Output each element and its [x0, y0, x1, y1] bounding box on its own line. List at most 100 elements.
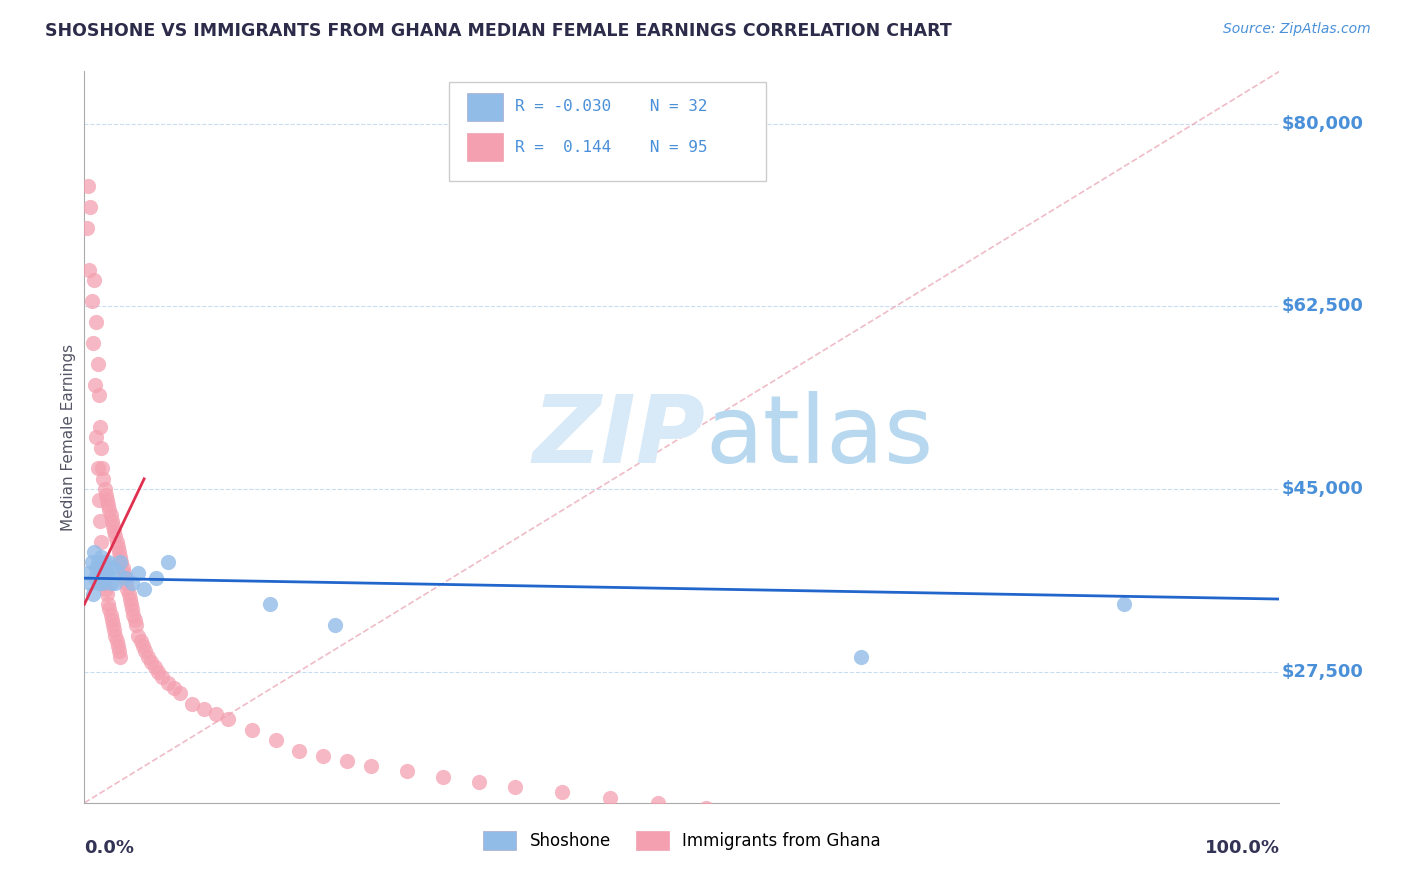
Point	[83, 545, 105, 559]
Point	[87, 492, 110, 507]
Point	[93, 556, 115, 570]
Point	[91, 576, 114, 591]
Point	[136, 649, 159, 664]
Point	[103, 524, 125, 538]
Point	[90, 441, 112, 455]
Point	[112, 566, 135, 580]
Point	[117, 587, 139, 601]
Point	[86, 315, 108, 329]
Point	[851, 649, 873, 664]
Point	[79, 576, 101, 591]
FancyBboxPatch shape	[467, 93, 503, 120]
Point	[103, 624, 125, 638]
Point	[97, 556, 120, 570]
Point	[82, 336, 104, 351]
Point	[360, 759, 382, 773]
Point	[79, 200, 101, 214]
Point	[118, 592, 141, 607]
Point	[97, 597, 120, 611]
Text: R = -0.030    N = 32: R = -0.030 N = 32	[515, 99, 707, 114]
Point	[122, 607, 145, 622]
Point	[599, 790, 621, 805]
Point	[93, 566, 115, 580]
Point	[96, 566, 118, 580]
Point	[105, 633, 128, 648]
Point	[86, 560, 108, 574]
Text: Source: ZipAtlas.com: Source: ZipAtlas.com	[1223, 22, 1371, 37]
Point	[145, 571, 167, 585]
Point	[110, 550, 132, 565]
Point	[94, 571, 117, 585]
Point	[432, 770, 454, 784]
FancyBboxPatch shape	[467, 133, 503, 161]
Point	[90, 550, 112, 565]
Point	[89, 566, 111, 580]
Legend: Shoshone, Immigrants from Ghana: Shoshone, Immigrants from Ghana	[477, 824, 887, 856]
Point	[91, 461, 114, 475]
Point	[132, 582, 156, 596]
Point	[93, 566, 115, 580]
Text: ZIP: ZIP	[533, 391, 706, 483]
Point	[169, 686, 191, 700]
Point	[84, 571, 107, 585]
Point	[336, 754, 359, 768]
Point	[396, 764, 419, 779]
Text: $80,000: $80,000	[1282, 114, 1364, 133]
Point	[134, 644, 156, 658]
Point	[83, 273, 105, 287]
Point	[96, 492, 118, 507]
Point	[93, 483, 115, 497]
Point	[114, 571, 136, 585]
Point	[98, 503, 121, 517]
Point	[98, 602, 121, 616]
Point	[105, 534, 128, 549]
Point	[87, 388, 110, 402]
Point	[157, 675, 180, 690]
Point	[84, 377, 107, 392]
Point	[97, 498, 120, 512]
Point	[104, 529, 127, 543]
Point	[110, 556, 132, 570]
Point	[766, 806, 789, 821]
Text: $27,500: $27,500	[1282, 663, 1364, 681]
Point	[77, 566, 100, 580]
Point	[259, 597, 281, 611]
Text: R =  0.144    N = 95: R = 0.144 N = 95	[515, 139, 707, 154]
Point	[87, 576, 110, 591]
Point	[107, 566, 129, 580]
Point	[101, 613, 124, 627]
Point	[86, 430, 108, 444]
Point	[91, 556, 114, 570]
Point	[93, 576, 115, 591]
Point	[101, 618, 124, 632]
Point	[121, 602, 143, 616]
Text: 0.0%: 0.0%	[84, 839, 135, 857]
Point	[141, 655, 163, 669]
Point	[157, 556, 180, 570]
FancyBboxPatch shape	[449, 82, 766, 181]
Point	[312, 748, 335, 763]
Point	[217, 712, 239, 726]
Text: SHOSHONE VS IMMIGRANTS FROM GHANA MEDIAN FEMALE EARNINGS CORRELATION CHART: SHOSHONE VS IMMIGRANTS FROM GHANA MEDIAN…	[45, 22, 952, 40]
Point	[288, 743, 311, 757]
Point	[89, 514, 111, 528]
Point	[108, 545, 131, 559]
Point	[127, 629, 149, 643]
Point	[77, 179, 100, 194]
Point	[127, 566, 149, 580]
Point	[110, 649, 132, 664]
Point	[101, 514, 124, 528]
Point	[104, 576, 127, 591]
Point	[111, 560, 134, 574]
Point	[163, 681, 186, 695]
Text: $62,500: $62,500	[1282, 297, 1364, 316]
Point	[90, 534, 112, 549]
Text: atlas: atlas	[706, 391, 934, 483]
Point	[132, 639, 155, 653]
Point	[100, 508, 122, 523]
Point	[468, 775, 491, 789]
Point	[205, 706, 228, 721]
Point	[108, 644, 131, 658]
Point	[1114, 597, 1136, 611]
Point	[96, 587, 118, 601]
